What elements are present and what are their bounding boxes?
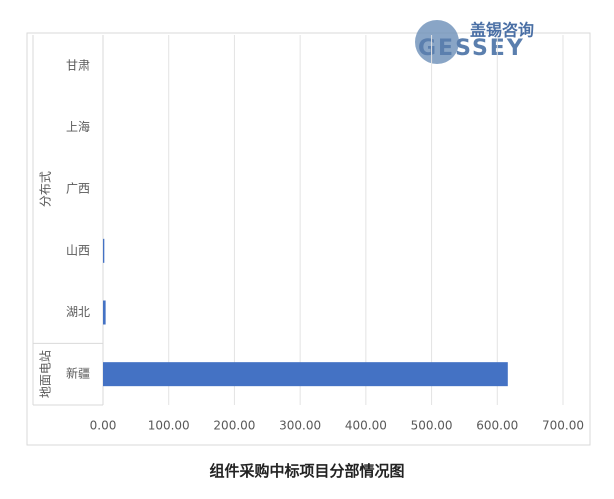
bar	[103, 300, 106, 325]
x-tick-label: 0.00	[90, 419, 117, 433]
y-tick-label: 甘肃	[66, 58, 90, 72]
x-tick-label: 300.00	[279, 419, 321, 433]
bar	[103, 362, 508, 387]
logo-circle	[415, 20, 459, 64]
x-tick-label: 600.00	[476, 419, 518, 433]
logo-cn: 盖锡咨询	[470, 21, 534, 40]
x-tick-label: 500.00	[411, 419, 453, 433]
x-tick-label: 200.00	[213, 419, 255, 433]
x-tick-label: 700.00	[542, 419, 584, 433]
x-tick-label: 400.00	[345, 419, 387, 433]
y-tick-label: 山西	[66, 243, 90, 257]
y-tick-label: 上海	[66, 119, 90, 134]
y-tick-label: 广西	[66, 182, 90, 196]
y-tick-label: 湖北	[66, 304, 90, 319]
y-tick-label: 新疆	[66, 366, 90, 381]
bar	[103, 238, 105, 263]
x-tick-label: 100.00	[148, 419, 190, 433]
chart-title: 组件采购中标项目分部情况图	[209, 462, 404, 480]
logo-en: GESSEY	[418, 36, 525, 61]
logo: 盖锡咨询 GESSEY	[415, 20, 534, 64]
group-label: 地面电站	[39, 350, 53, 398]
group-label: 分布式	[39, 171, 53, 207]
chart-frame	[26, 32, 591, 446]
